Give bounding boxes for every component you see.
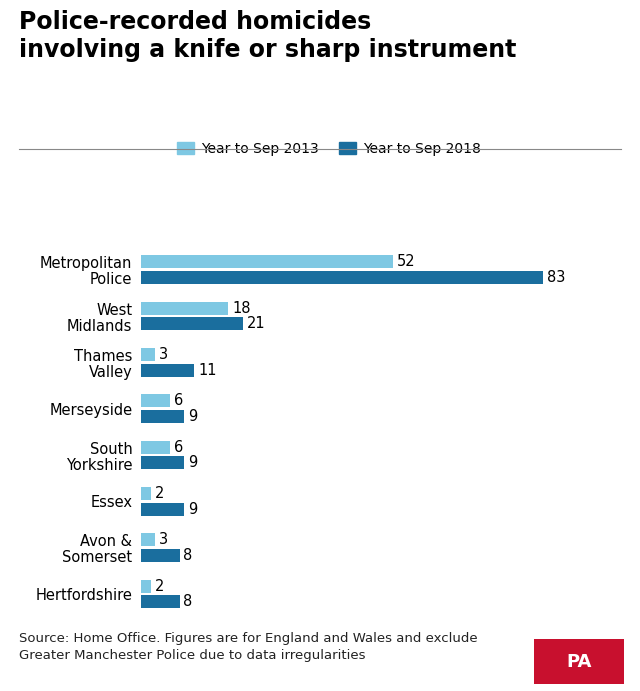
Legend: Year to Sep 2013, Year to Sep 2018: Year to Sep 2013, Year to Sep 2018: [172, 136, 486, 161]
Bar: [141, 596, 180, 609]
Text: 6: 6: [174, 393, 183, 408]
Bar: [141, 271, 543, 284]
Text: 18: 18: [232, 301, 250, 316]
Bar: [141, 395, 170, 407]
Text: 3: 3: [159, 532, 168, 547]
Text: 9: 9: [188, 502, 198, 517]
Text: Police-recorded homicides
involving a knife or sharp instrument: Police-recorded homicides involving a kn…: [19, 10, 516, 62]
Bar: [141, 363, 194, 377]
Text: 6: 6: [174, 439, 183, 455]
Text: 9: 9: [188, 455, 198, 471]
Text: 83: 83: [547, 270, 566, 285]
Bar: [141, 457, 184, 469]
Text: 3: 3: [159, 347, 168, 362]
Bar: [141, 255, 393, 268]
Text: 11: 11: [198, 363, 216, 378]
Text: 52: 52: [397, 254, 415, 269]
Bar: [141, 487, 150, 500]
Text: 9: 9: [188, 409, 198, 424]
Bar: [141, 302, 228, 314]
Bar: [141, 580, 150, 593]
Text: Source: Home Office. Figures are for England and Wales and exclude
Greater Manch: Source: Home Office. Figures are for Eng…: [19, 632, 478, 662]
Bar: [141, 317, 243, 330]
Text: 8: 8: [184, 594, 193, 609]
Bar: [141, 549, 180, 562]
Bar: [141, 533, 156, 547]
Bar: [141, 441, 170, 454]
Text: 2: 2: [154, 578, 164, 594]
Text: 8: 8: [184, 548, 193, 563]
Bar: [141, 348, 156, 361]
Text: 2: 2: [154, 486, 164, 501]
Bar: [141, 410, 184, 423]
Text: 21: 21: [246, 316, 265, 332]
Text: PA: PA: [566, 652, 592, 671]
Bar: [141, 503, 184, 515]
